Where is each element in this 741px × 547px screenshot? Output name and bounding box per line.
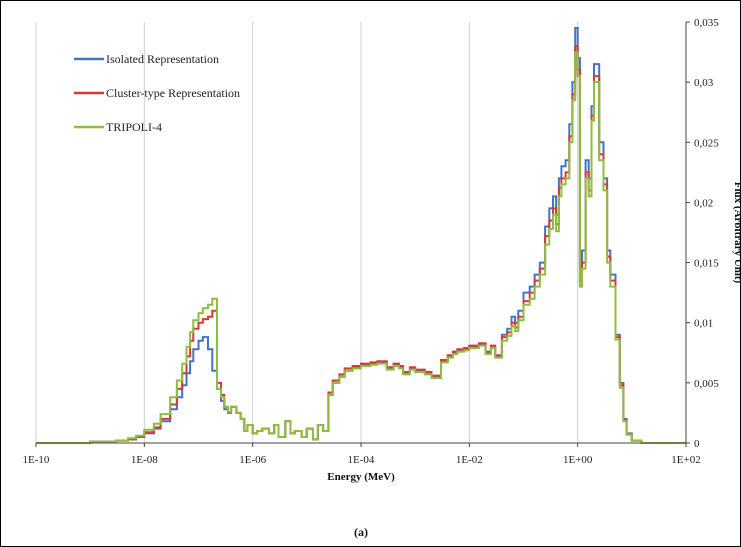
x-tick-label: 1E-06	[239, 454, 266, 466]
legend-label: TRIPOLI-4	[106, 120, 162, 134]
y-tick-label: 0,02	[694, 197, 713, 209]
y-tick-labels: 0 0,005 0,01 0,015 0,02 0,025 0,03 0,035	[686, 17, 719, 450]
x-tick-label: 1E-08	[131, 454, 158, 466]
x-tick-label: 1E-10	[23, 454, 50, 466]
x-tick-label: 1E-04	[348, 454, 375, 466]
y-tick-label: 0,01	[694, 318, 713, 330]
x-axis-title: Energy (MeV)	[327, 471, 395, 483]
x-tick-label: 1E+00	[563, 454, 593, 466]
legend-label: Isolated Representation	[106, 52, 219, 66]
y-axis-title: Flux (Arbitrary Unit)	[732, 182, 741, 284]
x-tick-labels: 1E-10 1E-08 1E-06 1E-04 1E-02 1E+00 1E+02	[23, 443, 701, 466]
y-tick-label: 0,025	[694, 137, 719, 149]
y-tick-label: 0,035	[694, 17, 719, 29]
figure-caption: (a)	[354, 525, 368, 539]
y-tick-label: 0	[694, 438, 700, 450]
series-line-2	[36, 51, 686, 444]
x-tick-label: 1E-02	[456, 454, 483, 466]
y-tick-label: 0,015	[694, 258, 719, 270]
legend: Isolated Representation Cluster-type Repr…	[74, 52, 240, 134]
y-tick-label: 0,03	[694, 77, 714, 89]
x-tick-label: 1E+02	[671, 454, 700, 466]
legend-label: Cluster-type Representation	[106, 86, 240, 100]
gridlines	[35, 22, 687, 443]
y-tick-label: 0,005	[694, 378, 719, 390]
series-lines	[36, 27, 686, 444]
